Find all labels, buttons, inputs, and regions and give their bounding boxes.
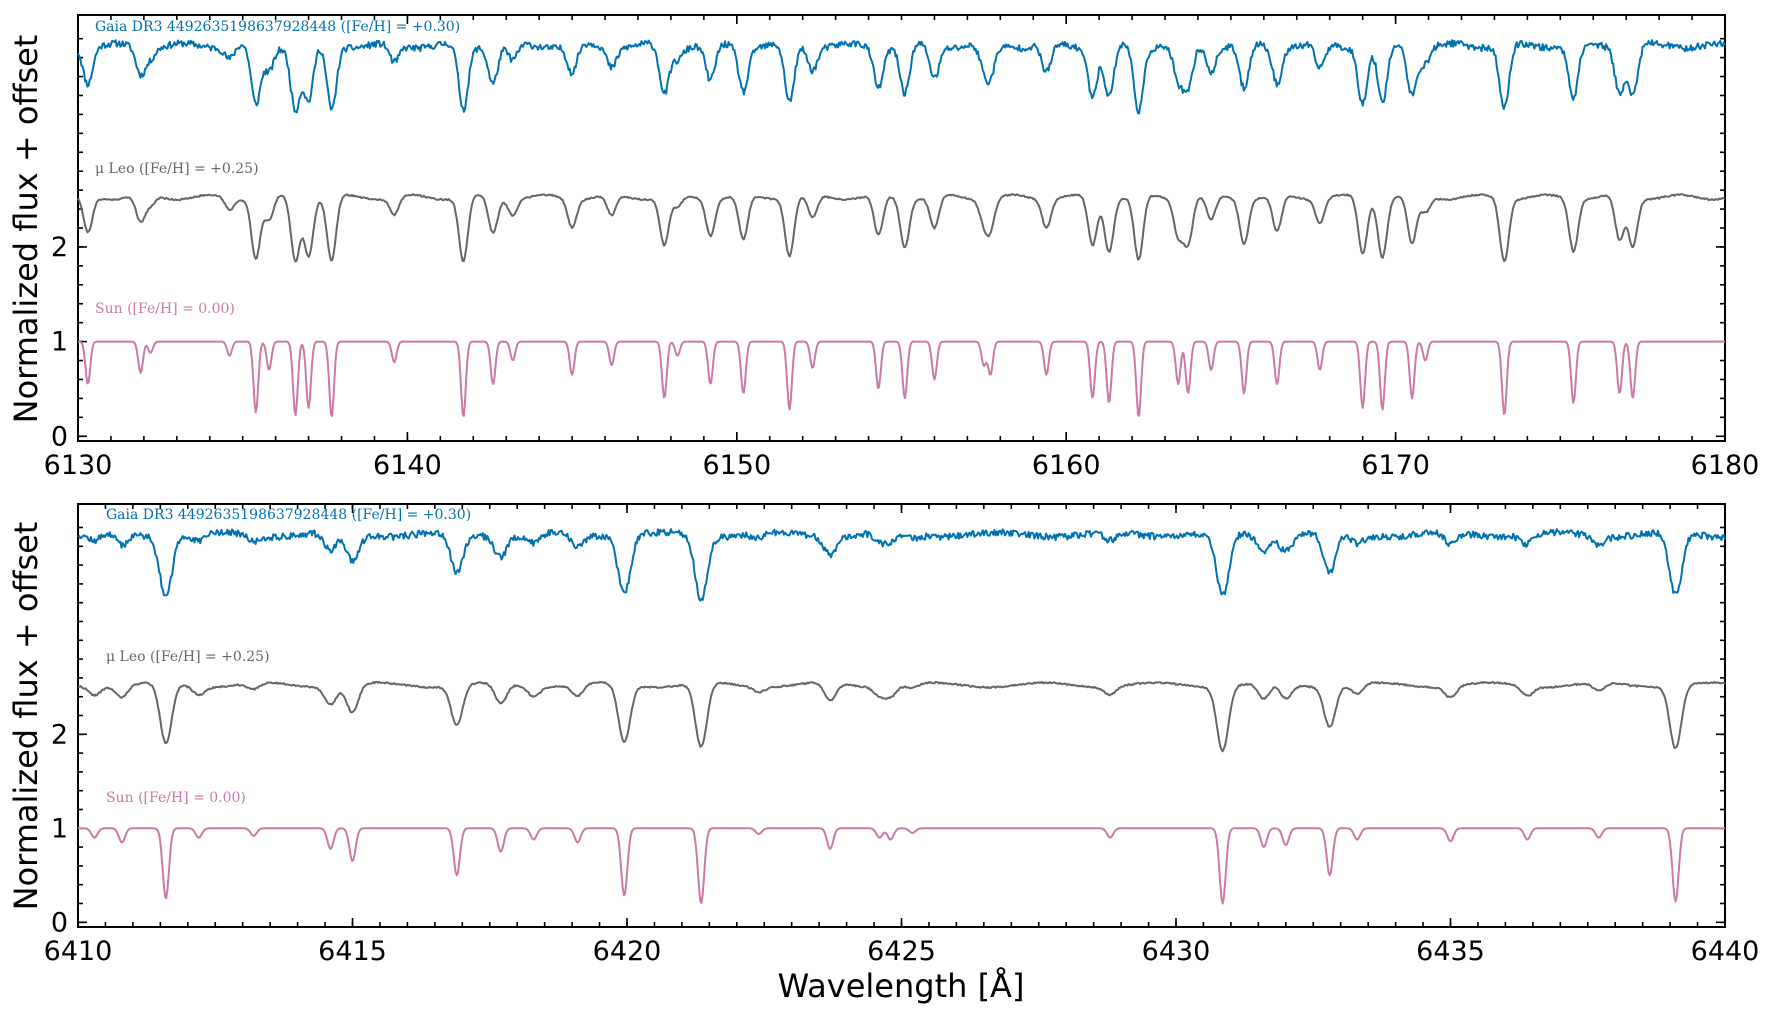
panel-top-spectra <box>77 39 1726 417</box>
panel-top-gaia-label: Gaia DR3 4492635198637928448 ([Fe/H] = +… <box>95 19 460 35</box>
spectrum-line-sun <box>78 827 1725 905</box>
x-tick-label: 6150 <box>702 450 771 481</box>
x-tick-label: 6440 <box>1691 936 1760 967</box>
x-tick-label: 6180 <box>1691 450 1760 481</box>
y-tick-label: 0 <box>51 421 68 452</box>
x-tick-label: 6430 <box>1142 936 1211 967</box>
x-tick-label: 6410 <box>44 936 113 967</box>
x-tick-label: 6170 <box>1361 450 1430 481</box>
y-tick-label: 2 <box>51 232 68 263</box>
panel-bottom-x-ticks: 6410 6415 6420 6425 6430 6435 6440 <box>44 504 1760 967</box>
panel-top-sun-label: Sun ([Fe/H] = 0.00) <box>95 301 235 317</box>
spectrum-line-muleo <box>77 193 1726 263</box>
x-tick-label: 6425 <box>867 936 936 967</box>
panel-bottom-y-ticks: 0 1 2 <box>51 526 1725 938</box>
spectrum-line-muleo <box>77 680 1726 753</box>
x-tick-label: 6130 <box>44 450 113 481</box>
panel-bottom-y-axis-title: Normalized flux + offset <box>7 522 45 911</box>
panel-bottom-spectra <box>77 528 1726 905</box>
x-tick-label: 6435 <box>1416 936 1485 967</box>
panel-top: 6130 6140 6150 6160 6170 6180 0 1 2 Gaia DR3 44… <box>7 14 1760 481</box>
spectrum-line-gaia <box>77 528 1726 602</box>
spectrum-line-sun <box>77 340 1725 417</box>
x-tick-label: 6420 <box>593 936 662 967</box>
y-tick-label: 1 <box>51 813 68 844</box>
panel-top-y-axis-title: Normalized flux + offset <box>7 35 45 424</box>
x-tick-label: 6140 <box>373 450 442 481</box>
y-tick-label: 2 <box>51 719 68 750</box>
x-tick-label: 6415 <box>318 936 387 967</box>
y-tick-label: 1 <box>51 327 68 358</box>
panel-bottom-frame <box>77 503 1726 928</box>
spectrum-line-gaia <box>77 39 1726 115</box>
panel-bottom-sun-label: Sun ([Fe/H] = 0.00) <box>106 790 246 806</box>
y-tick-label: 0 <box>51 907 68 938</box>
panel-bottom-muleo-label: μ Leo ([Fe/H] = +0.25) <box>106 649 270 665</box>
x-axis-title: Wavelength [Å] <box>778 967 1025 1005</box>
panel-top-x-ticks: 6130 6140 6150 6160 6170 6180 <box>44 15 1760 481</box>
panel-bottom-gaia-label: Gaia DR3 4492635198637928448 ([Fe/H] = +… <box>106 507 471 523</box>
panel-bottom: 6410 6415 6420 6425 6430 6435 6440 0 1 2 Gaia DR… <box>7 503 1760 1005</box>
panel-top-muleo-label: μ Leo ([Fe/H] = +0.25) <box>95 161 259 177</box>
panel-top-y-ticks: 0 1 2 <box>51 37 1725 452</box>
x-tick-label: 6160 <box>1032 450 1101 481</box>
